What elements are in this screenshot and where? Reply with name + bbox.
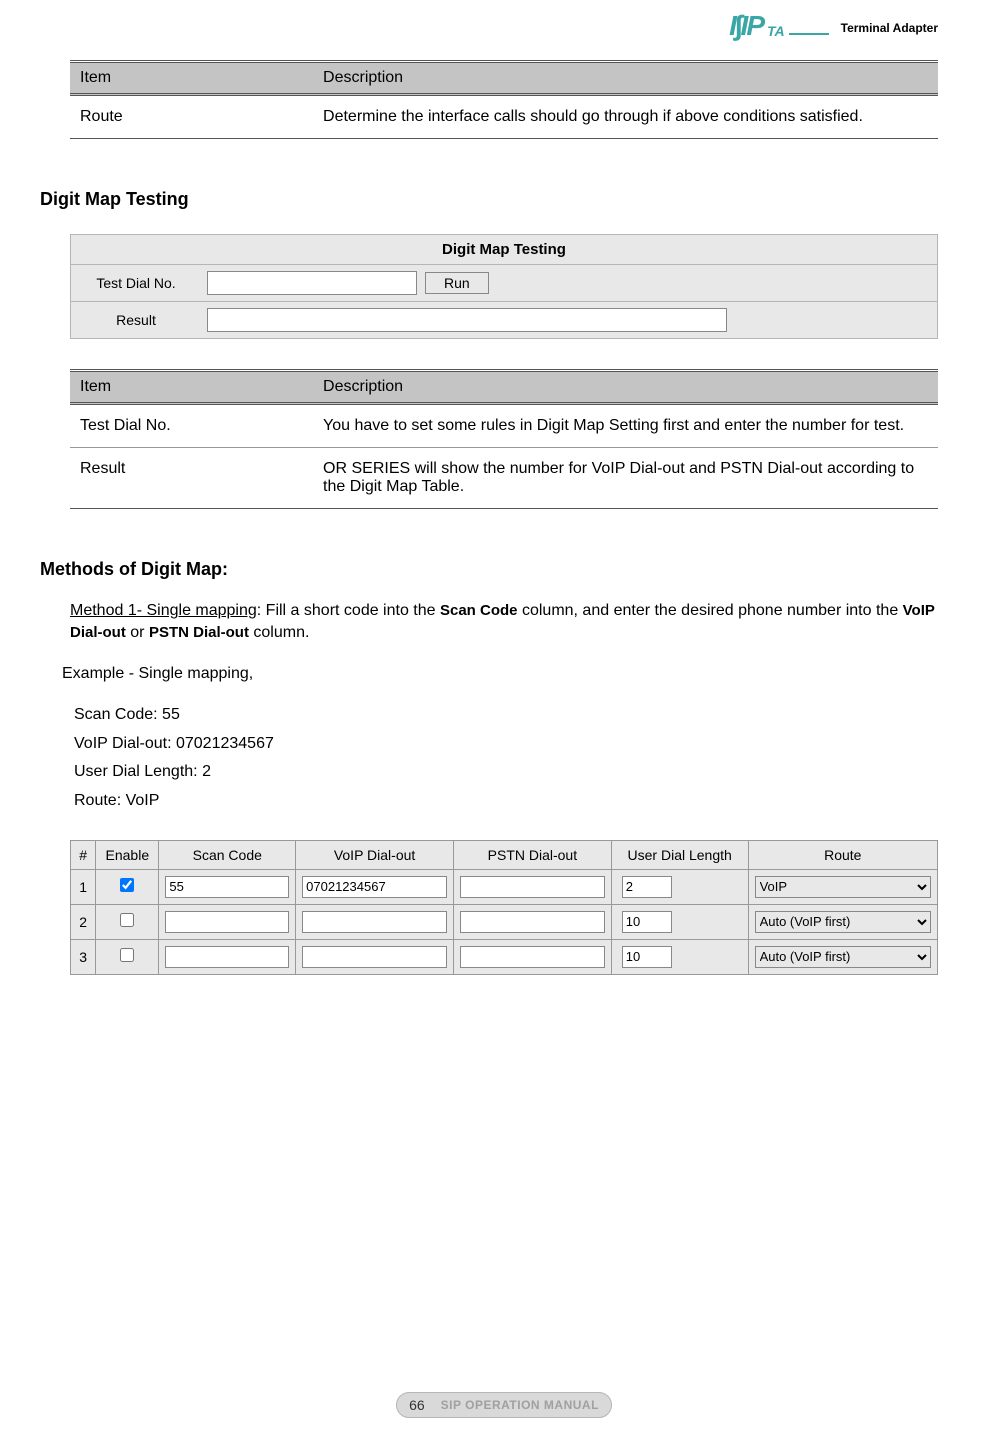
cell-len	[611, 904, 748, 939]
scan-code-input[interactable]	[165, 876, 289, 898]
digit-map-testing-description-table: Item Description Test Dial No. You have …	[70, 369, 938, 509]
digit-map-config-table: # Enable Scan Code VoIP Dial-out PSTN Di…	[70, 840, 938, 975]
example-values-list: Scan Code: 55 VoIP Dial-out: 07021234567…	[74, 701, 938, 816]
cell-num: 3	[71, 939, 96, 974]
cell-route: Auto (VoIP first)	[748, 939, 937, 974]
cell-num: 1	[71, 869, 96, 904]
test-dial-input[interactable]	[207, 271, 417, 295]
col-header-num: #	[71, 840, 96, 869]
route-select[interactable]: Auto (VoIP first)	[755, 911, 931, 933]
cell-desc: OR SERIES will show the number for VoIP …	[313, 448, 938, 509]
cell-enable	[96, 869, 159, 904]
table-row: Test Dial No. You have to set some rules…	[70, 404, 938, 448]
page-number: 66	[409, 1397, 425, 1413]
col-header-desc: Description	[313, 371, 938, 404]
enable-checkbox[interactable]	[120, 948, 134, 962]
panel-title: Digit Map Testing	[71, 235, 937, 265]
route-select[interactable]: VoIP	[755, 876, 931, 898]
example-line: VoIP Dial-out: 07021234567	[74, 730, 938, 759]
footer-title: SIP OPERATION MANUAL	[441, 1398, 599, 1412]
section-heading-methods: Methods of Digit Map:	[40, 559, 938, 580]
panel-row-result: Result	[71, 302, 937, 338]
voip-dialout-input[interactable]	[302, 911, 447, 933]
table-row: Route Determine the interface calls shou…	[70, 95, 938, 139]
logo-line	[789, 33, 829, 35]
config-row: 1 VoIP	[71, 869, 938, 904]
col-header-len: User Dial Length	[611, 840, 748, 869]
voip-dialout-input[interactable]	[302, 946, 447, 968]
col-header-route: Route	[748, 840, 937, 869]
route-description-table: Item Description Route Determine the int…	[70, 60, 938, 139]
run-button[interactable]: Run	[425, 272, 489, 294]
logo-ta-text: TA	[767, 23, 785, 39]
example-label: Example - Single mapping,	[62, 665, 938, 683]
example-line: Route: VoIP	[74, 787, 938, 816]
config-row: 2 Auto (VoIP first)	[71, 904, 938, 939]
example-line: User Dial Length: 2	[74, 758, 938, 787]
cell-scan	[159, 904, 296, 939]
cell-pstn	[453, 869, 611, 904]
page-footer: 66 SIP OPERATION MANUAL	[0, 1392, 1008, 1418]
page-content: Item Description Route Determine the int…	[0, 0, 1008, 975]
col-header-desc: Description	[313, 62, 938, 95]
route-select[interactable]: Auto (VoIP first)	[755, 946, 931, 968]
label-result: Result	[71, 302, 201, 338]
col-header-scan: Scan Code	[159, 840, 296, 869]
footer-box: 66 SIP OPERATION MANUAL	[396, 1392, 612, 1418]
cell-route: Auto (VoIP first)	[748, 904, 937, 939]
panel-row-test-dial: Test Dial No. Run	[71, 265, 937, 302]
col-header-item: Item	[70, 371, 313, 404]
col-header-voip: VoIP Dial-out	[296, 840, 454, 869]
method-1-paragraph: Method 1- Single mapping: Fill a short c…	[70, 600, 938, 645]
enable-checkbox[interactable]	[120, 878, 134, 892]
method-1-title: Method 1- Single mapping	[70, 602, 257, 619]
user-dial-length-input[interactable]	[622, 946, 672, 968]
voip-dialout-input[interactable]	[302, 876, 447, 898]
table-row: Result OR SERIES will show the number fo…	[70, 448, 938, 509]
digit-map-testing-panel: Digit Map Testing Test Dial No. Run Resu…	[70, 234, 938, 339]
logo-icon: I∫IP	[729, 10, 763, 42]
result-input[interactable]	[207, 308, 727, 332]
cell-desc: Determine the interface calls should go …	[313, 95, 938, 139]
logo-label: Terminal Adapter	[841, 21, 938, 35]
user-dial-length-input[interactable]	[622, 911, 672, 933]
cell-route: VoIP	[748, 869, 937, 904]
pstn-dialout-input[interactable]	[460, 946, 605, 968]
scan-code-input[interactable]	[165, 911, 289, 933]
cell-num: 2	[71, 904, 96, 939]
cell-enable	[96, 904, 159, 939]
cell-scan	[159, 869, 296, 904]
cell-desc: You have to set some rules in Digit Map …	[313, 404, 938, 448]
cell-voip	[296, 939, 454, 974]
pstn-dialout-input[interactable]	[460, 876, 605, 898]
cell-item: Route	[70, 95, 313, 139]
cell-scan	[159, 939, 296, 974]
scan-code-input[interactable]	[165, 946, 289, 968]
cell-voip	[296, 904, 454, 939]
header-logo-area: I∫IP TA Terminal Adapter	[729, 10, 938, 42]
cell-item: Result	[70, 448, 313, 509]
cell-len	[611, 939, 748, 974]
col-header-pstn: PSTN Dial-out	[453, 840, 611, 869]
cell-enable	[96, 939, 159, 974]
user-dial-length-input[interactable]	[622, 876, 672, 898]
col-header-item: Item	[70, 62, 313, 95]
label-test-dial-no: Test Dial No.	[71, 265, 201, 301]
cell-item: Test Dial No.	[70, 404, 313, 448]
cell-len	[611, 869, 748, 904]
example-line: Scan Code: 55	[74, 701, 938, 730]
col-header-enable: Enable	[96, 840, 159, 869]
config-row: 3 Auto (VoIP first)	[71, 939, 938, 974]
cell-pstn	[453, 939, 611, 974]
pstn-dialout-input[interactable]	[460, 911, 605, 933]
cell-pstn	[453, 904, 611, 939]
cell-voip	[296, 869, 454, 904]
enable-checkbox[interactable]	[120, 913, 134, 927]
section-heading-digit-map-testing: Digit Map Testing	[40, 189, 938, 210]
